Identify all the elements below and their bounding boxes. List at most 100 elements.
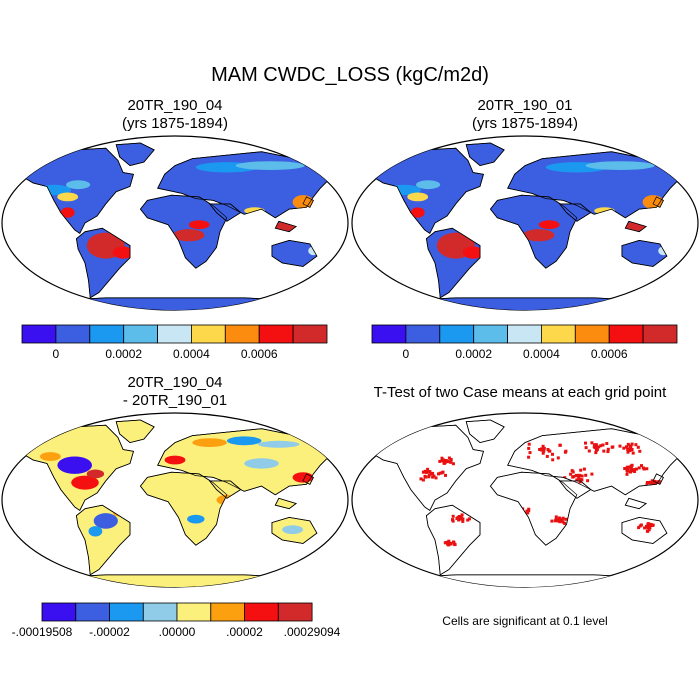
signif-cell [595,448,599,452]
signif-cell [629,448,633,452]
signif-cell [584,446,588,450]
signif-cell [461,517,465,521]
field-patch-4 [416,180,441,190]
colorbar-swatch [277,602,313,622]
signif-cell [427,473,431,477]
colorbar-tick-label: -.00002 [89,625,130,639]
colorbar-swatch [244,602,279,622]
signif-cell [637,526,641,530]
signif-cell [426,470,430,474]
colorbar-tick-label: 0.0006 [241,347,278,361]
signif-cell [652,482,656,486]
signif-cell [424,470,428,474]
colorbar-swatch [190,324,226,344]
signif-cell [527,446,531,450]
colorbar-swatch [55,324,91,344]
signif-cell [622,446,626,450]
continent-an [395,297,655,310]
field-patch-5 [57,192,79,202]
signif-cell [548,449,552,453]
field-patch-9 [258,440,300,448]
signif-cell [451,462,455,466]
signif-cell [646,522,650,526]
panel-4-title-line1: T-Test of two Case means at each grid po… [373,384,667,401]
signif-cell [606,447,610,451]
colorbar-swatch [574,324,610,344]
signif-cell [601,443,605,447]
signif-cell [554,515,558,519]
signif-cell [648,522,652,526]
field-patch-10 [292,195,314,210]
field-patch-2 [410,207,425,218]
signif-cell [442,459,446,463]
signif-cell [578,480,582,484]
signif-cell [541,444,545,448]
signif-cell [461,519,465,523]
signif-cell [457,518,461,522]
signif-cell [538,448,542,451]
colorbar-swatch [109,602,144,622]
signif-cell [652,480,656,484]
signif-cell [602,449,606,453]
signif-cell [575,474,579,478]
panel-2-title-line1: 20TR_190_01 [477,97,573,114]
colorbar-tick-label: .00029094 [284,625,341,639]
signif-cell [466,518,470,522]
field-patch-16 [244,458,279,469]
field-patch-7 [538,220,560,230]
colorbar-swatch [89,324,125,344]
signif-cell [575,478,579,482]
signif-cell [641,466,645,470]
signif-cell [542,446,546,450]
colorbar-swatch [41,602,77,622]
signif-cell [584,441,587,445]
field-patch-5 [407,192,429,202]
signif-cell [645,467,649,471]
signif-cell [563,450,567,454]
signif-cell [627,465,631,469]
signif-cell [527,442,531,446]
colorbar-tick-label: 0.0006 [591,347,628,361]
signif-cell [438,459,442,463]
colorbar-swatch [292,324,328,344]
signif-cell [625,445,629,449]
field-patch-1 [71,475,99,490]
map-panel-3 [1,412,349,588]
signif-cell [443,461,447,465]
colorbar-tick-label: 0.0002 [105,347,142,361]
signif-cell [597,445,601,449]
colorbar-tick-label: 0.0004 [523,347,560,361]
signif-cell [447,456,451,460]
field-patch-6 [523,229,555,242]
signif-cell [556,456,560,460]
signif-cell [594,445,598,449]
colorbar-swatch [123,324,158,344]
signif-cell [580,474,584,478]
colorbar-swatch [21,324,57,344]
signif-cell [423,474,427,478]
signif-cell [631,451,635,455]
signif-cell [550,519,554,523]
colorbar-panel-1: 0 0.0002 0.0004 0.0006 [21,324,328,361]
signif-cell [467,517,471,521]
colorbar-swatch [371,324,407,344]
colorbar-swatch [75,602,111,622]
map-panel-4 [351,412,699,588]
signif-cell [630,442,634,446]
colorbar-swatch [258,324,294,344]
signif-cell [645,482,649,486]
signif-cell [527,455,531,459]
field-patch-6 [173,229,205,242]
signif-cell [626,468,630,472]
signif-cell [444,473,447,477]
signif-cell [584,473,588,477]
signif-cell [572,475,576,478]
signif-cell [437,472,440,476]
signif-cell [592,445,596,449]
signif-cell [637,466,641,470]
field-patch-9 [235,161,305,170]
signif-cell [438,471,442,475]
colorbar-panel-3: -.00019508 -.00002 .00000 .00002 .00029094 [12,602,341,639]
colorbar-swatch [642,324,678,344]
